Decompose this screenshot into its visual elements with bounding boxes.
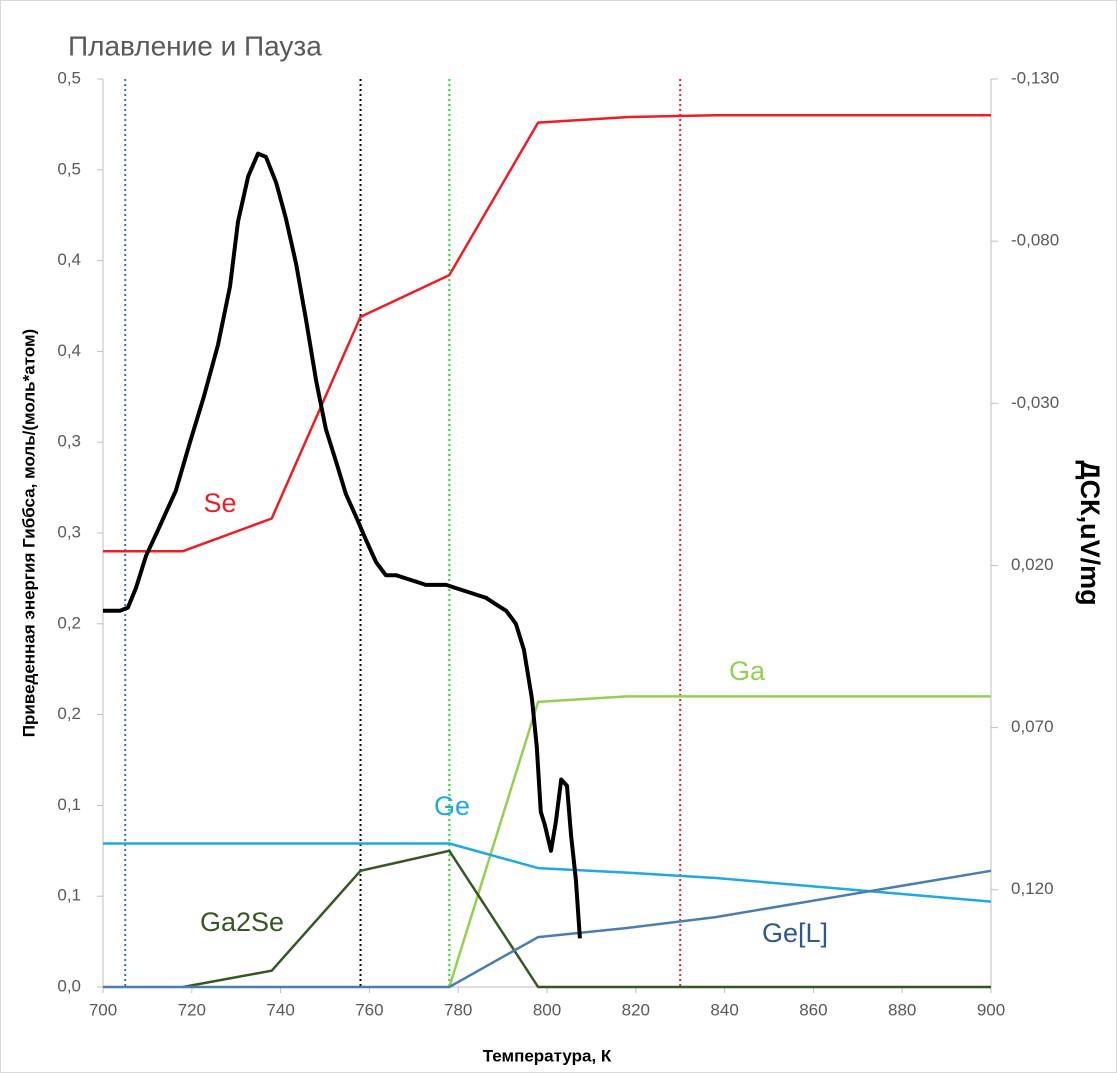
y2-tick-label: -0,080 — [1011, 231, 1059, 250]
y2-tick-label: -0,130 — [1011, 68, 1059, 87]
y-tick-label: 0,5 — [57, 68, 81, 87]
series-line — [448, 695, 991, 988]
x-tick-label: 720 — [178, 1000, 206, 1019]
y-tick-label: 0,3 — [57, 432, 81, 451]
series-line — [103, 114, 991, 553]
y-tick-label: 0,2 — [57, 613, 81, 632]
y2-axis-title: ДСК,uV/mg — [1075, 460, 1105, 605]
y-tick-label: 0,4 — [57, 250, 81, 269]
series-label: Ge — [434, 791, 470, 821]
chart-title: Плавление и Пауза — [68, 30, 322, 61]
x-tick-label: 860 — [799, 1000, 827, 1019]
x-tick-label: 900 — [977, 1000, 1005, 1019]
series-line — [103, 869, 992, 989]
y-tick-label: 0,3 — [57, 522, 81, 541]
y-tick-label: 0,1 — [57, 795, 81, 814]
y-tick-label: 0,1 — [57, 886, 81, 905]
series-label: Se — [203, 488, 236, 518]
y-axis-title: Приведенная энергия Гиббса, моль/(моль*а… — [19, 329, 38, 737]
series-label: Ga2Se — [200, 907, 284, 937]
x-tick-label: 760 — [355, 1000, 383, 1019]
x-tick-label: 880 — [888, 1000, 916, 1019]
x-tick-label: 700 — [89, 1000, 117, 1019]
series-label: Ga — [729, 656, 766, 686]
series-label: Ge[L] — [762, 918, 828, 948]
y2-tick-label: -0,030 — [1011, 393, 1059, 412]
series-line — [182, 849, 991, 989]
y2-tick-label: 0,070 — [1011, 717, 1054, 736]
y-tick-label: 0,0 — [57, 976, 81, 995]
x-axis-title: Температура, К — [483, 1046, 612, 1065]
y2-tick-label: 0,020 — [1011, 555, 1054, 574]
x-tick-label: 820 — [622, 1000, 650, 1019]
y-tick-label: 0,5 — [57, 159, 81, 178]
series-line — [103, 842, 992, 903]
x-tick-label: 740 — [266, 1000, 294, 1019]
x-tick-label: 840 — [710, 1000, 738, 1019]
y-tick-label: 0,4 — [57, 341, 81, 360]
series-line — [103, 151, 582, 939]
y-tick-label: 0,2 — [57, 704, 81, 723]
y2-tick-label: 0,120 — [1011, 879, 1054, 898]
x-tick-label: 780 — [444, 1000, 472, 1019]
x-tick-label: 800 — [533, 1000, 561, 1019]
